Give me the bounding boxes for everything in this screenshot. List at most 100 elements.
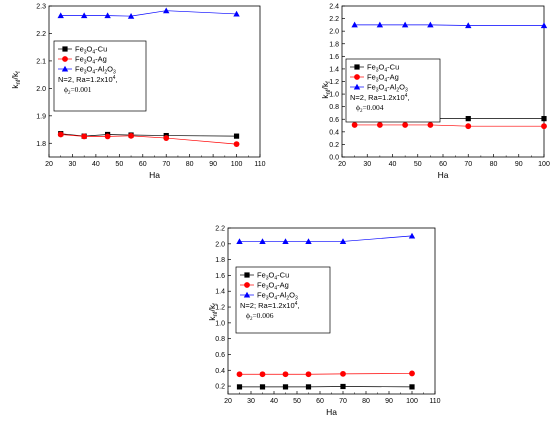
x-tick-label: 90: [515, 161, 523, 168]
legend-volume-fraction: ϕ2=0.004: [356, 103, 384, 114]
legend-marker: [354, 74, 360, 80]
legend-label: Fe3O4-Ag: [75, 55, 107, 66]
series-line: [239, 235, 413, 242]
x-tick-label: 100: [406, 398, 418, 405]
legend-text: Fe: [367, 63, 376, 72]
data-point: [163, 7, 170, 14]
data-point: [351, 21, 358, 28]
y-tick-label: 1.6: [215, 273, 225, 280]
legend-subscript: 4: [384, 67, 387, 73]
phi-subscript: 2: [250, 317, 253, 322]
legend-subscript: 4: [274, 285, 277, 291]
x-tick-label: 40: [92, 161, 100, 168]
legend-text: -Cu: [95, 45, 107, 54]
y-tick-label: 1.6: [329, 54, 339, 61]
legend-superscript: 4: [113, 75, 116, 81]
data-point: [57, 12, 64, 19]
legend-subscript: 4: [92, 59, 95, 65]
data-point: [236, 238, 243, 244]
legend-subscript: 3: [266, 295, 269, 301]
chart-panel-2: 20 30 40 50 60 70 80 90 100 0.0 0.2 0.4 0.6 0.8 1.0 1.2…: [320, 4, 550, 181]
y-tick-label: 2.2: [36, 31, 46, 38]
data-point: [104, 133, 111, 140]
chart-panel-1: 20 30 40 50 60 70 80 90 100 110 1.8 1.9 2.0 2.1 2.2 2.3…: [10, 4, 266, 181]
legend-text: -Cu: [387, 63, 399, 72]
legend-box: [345, 58, 441, 123]
legend-label: Fe3O4-Ag: [367, 73, 399, 84]
legend-text: O: [379, 73, 385, 82]
y-tick-label: 1.2: [329, 79, 339, 86]
legend-marker: [244, 272, 250, 278]
series-line: [239, 373, 413, 375]
legend-text: O: [379, 83, 385, 92]
y-label-sub: nf: [213, 311, 219, 316]
x-tick-label: 50: [414, 161, 422, 168]
legend-subscript: 4: [274, 275, 277, 281]
x-tick-label: 20: [338, 161, 346, 168]
legend-parameters: N=2, Ra=1.2x104,: [350, 93, 410, 102]
y-tick-label: 2.0: [329, 29, 339, 36]
legend-subscript: 4: [384, 87, 387, 93]
y-tick-label: 1.9: [36, 113, 46, 120]
legend-box: [53, 40, 147, 112]
x-tick-label: 50: [293, 398, 301, 405]
y-tick-label: 2.0: [215, 241, 225, 248]
chart-panel-3: 20 30 40 50 60 70 80 90 100 110 0.2 0.4 0.6 0.8 1.0 1.2…: [207, 226, 441, 418]
phi-subscript: 2: [68, 91, 71, 96]
data-point: [409, 370, 415, 377]
legend-subscript: 3: [84, 49, 87, 55]
data-point: [409, 384, 415, 390]
legend-text: O: [289, 291, 295, 300]
legend-text: Fe: [257, 291, 266, 300]
legend-subscript: 2: [104, 69, 107, 75]
y-tick-label: 0.8: [215, 336, 225, 343]
x-tick-label: 60: [139, 161, 147, 168]
phi-subscript: 2: [360, 109, 363, 114]
y-tick-label: 0.2: [329, 142, 339, 149]
x-tick-label: 70: [162, 161, 170, 168]
y-tick-label: 1.0: [215, 320, 225, 327]
y-label-sub: f: [326, 81, 332, 83]
data-point: [233, 141, 240, 147]
data-point: [465, 123, 472, 130]
legend-subscript: 4: [92, 49, 95, 55]
legend-subscript: 2: [286, 295, 289, 301]
series-line: [354, 24, 544, 26]
data-point: [340, 383, 346, 390]
x-tick-label: 40: [270, 398, 278, 405]
x-tick-label: 80: [362, 398, 370, 405]
data-point: [340, 370, 346, 377]
series-line: [60, 10, 237, 17]
legend-text: O: [107, 65, 113, 74]
legend-label: Fe3O4-Cu: [367, 63, 399, 74]
data-point: [236, 371, 243, 378]
legend-subscript: 3: [84, 59, 87, 65]
legend-subscript: 2: [396, 87, 399, 93]
y-tick-label: 1.2: [215, 305, 225, 312]
legend-params-text: N=2; Ra=1.2x10: [240, 301, 295, 310]
x-tick-label: 80: [490, 161, 498, 168]
phi-symbol: ϕ: [64, 85, 68, 94]
legend-subscript: 3: [376, 67, 379, 73]
data-point: [236, 384, 243, 390]
series-line: [60, 133, 237, 137]
legend-subscript: 3: [405, 87, 408, 93]
legend-marker: [353, 83, 361, 90]
y-tick-label: 0.2: [215, 384, 225, 391]
x-tick-label: 20: [224, 398, 232, 405]
x-tick-label: 70: [339, 398, 347, 405]
phi-value: =0.001: [70, 85, 91, 94]
x-tick-label: 90: [385, 398, 393, 405]
legend-params-text: N=2, Ra=1.2x10: [58, 75, 113, 84]
legend-params-text: ,: [407, 93, 409, 102]
legend-parameters: N=2, Ra=1.2x104,: [58, 75, 118, 84]
legend-text: Fe: [367, 83, 376, 92]
legend-text: -Al: [95, 65, 105, 74]
y-tick-label: 0.6: [215, 352, 225, 359]
y-tick-label: 2.2: [215, 226, 225, 233]
legend-text: O: [87, 45, 93, 54]
legend-text: Fe: [75, 65, 84, 74]
y-tick-label: 1.8: [215, 257, 225, 264]
